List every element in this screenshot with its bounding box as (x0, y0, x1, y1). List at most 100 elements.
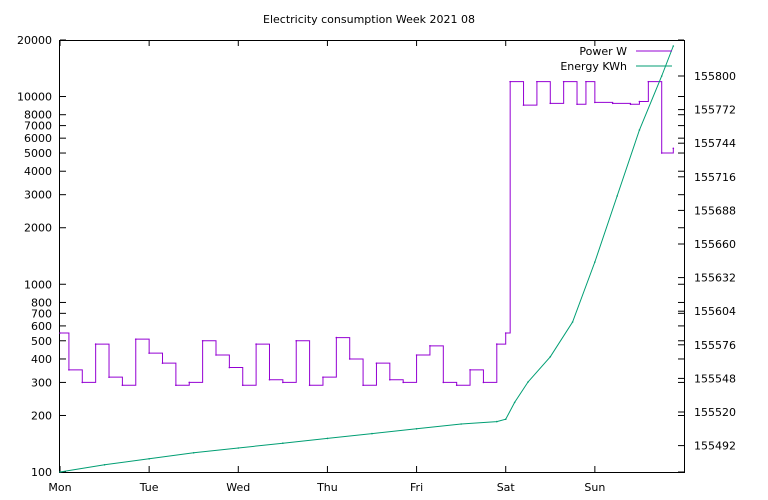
series-point-0 (255, 343, 257, 345)
legend-label: Energy KWh (560, 60, 627, 73)
series-point-1 (59, 471, 61, 473)
y1-tick-label: 300 (31, 376, 52, 389)
series-point-1 (513, 401, 516, 404)
y2-tick-label: 155548 (694, 372, 736, 385)
y1-tick-label: 3000 (24, 189, 52, 202)
series-layer (59, 45, 675, 473)
y1-tick-label: 100 (31, 466, 52, 479)
series-point-0 (215, 354, 217, 356)
series-point-0 (672, 147, 675, 150)
series-point-0 (504, 332, 507, 334)
x-tick-label: Thu (316, 481, 338, 494)
series-point-1 (103, 464, 106, 466)
series-point-0 (415, 354, 418, 356)
series-point-1 (237, 447, 240, 449)
y1-tick-label: 200 (31, 409, 52, 422)
y1-tick-label: 8000 (24, 109, 52, 122)
y1-tick-label: 500 (31, 335, 52, 348)
y2-axis: 155492 155520 155548 155576 155604 155632 1556… (678, 70, 736, 453)
y1-tick-label: 400 (31, 353, 52, 366)
series-point-0 (308, 384, 311, 386)
y2-tick-label: 155800 (694, 70, 736, 83)
series-point-0 (282, 381, 284, 384)
series-point-1 (638, 129, 641, 131)
y2-tick-label: 155576 (694, 339, 736, 352)
series-point-1 (460, 423, 462, 425)
series-point-0 (121, 384, 124, 386)
y2-tick-label: 155744 (694, 137, 736, 150)
series-point-0 (469, 369, 471, 371)
series-point-0 (482, 381, 485, 384)
series-point-0 (175, 384, 177, 386)
series-point-0 (295, 339, 298, 342)
series-point-1 (326, 437, 329, 440)
series-point-1 (148, 458, 150, 460)
series-point-0 (241, 384, 244, 386)
series-point-0 (660, 152, 663, 154)
x-tick-label: Tue (139, 481, 159, 494)
series-point-0 (611, 102, 614, 105)
series-point-0 (429, 345, 431, 347)
series-point-0 (629, 103, 632, 106)
y2-tick-label: 155520 (694, 406, 736, 419)
series-point-1 (371, 432, 373, 435)
series-point-0 (594, 101, 596, 104)
plot-frame (59, 40, 685, 473)
series-point-0 (348, 358, 351, 360)
legend: Power W Energy KWh (560, 45, 672, 73)
y1-tick-label: 1000 (24, 278, 52, 291)
series-point-0 (161, 362, 164, 364)
series-point-1 (504, 418, 507, 421)
series-point-0 (201, 339, 204, 342)
series-point-0 (585, 80, 587, 83)
x-axis: Mon Tue Wed Thu Fri Sat Sun (48, 40, 605, 494)
series-point-0 (647, 80, 650, 83)
series-point-1 (192, 452, 195, 454)
series-point-0 (134, 338, 137, 340)
x-tick-label: Mon (48, 481, 71, 494)
series-point-1 (660, 75, 663, 77)
y1-tick-label: 6000 (24, 132, 52, 145)
y1-tick-label: 700 (31, 307, 52, 320)
y2-tick-label: 155716 (694, 171, 736, 184)
series-point-0 (576, 103, 578, 106)
series-point-1 (571, 321, 574, 323)
series-point-0 (389, 378, 391, 381)
y1-tick-label: 4000 (24, 165, 52, 178)
y1-tick-label: 10000 (17, 91, 52, 104)
series-point-0 (549, 102, 552, 105)
series-point-0 (496, 343, 498, 345)
series-point-1 (616, 195, 618, 197)
series-point-0 (94, 343, 97, 345)
x-tick-label: Fri (410, 481, 423, 494)
series-point-0 (442, 381, 445, 384)
series-point-0 (562, 80, 565, 83)
series-point-0 (335, 336, 338, 339)
chart-title: Electricity consumption Week 2021 08 (263, 13, 475, 26)
series-point-0 (108, 376, 110, 378)
series-point-0 (455, 384, 458, 386)
series-point-1 (594, 261, 596, 263)
y1-tick-label: 800 (31, 296, 52, 309)
y1-tick-label: 7000 (24, 120, 52, 133)
series-point-0 (68, 369, 70, 371)
series-point-0 (188, 381, 191, 384)
legend-label: Power W (579, 45, 627, 58)
y1-tick-label: 600 (31, 320, 52, 333)
series-line-0 (60, 81, 674, 386)
series-point-0 (59, 332, 61, 334)
series-point-1 (282, 442, 284, 445)
series-line-1 (59, 45, 674, 473)
x-tick-label: Sun (584, 481, 605, 494)
y1-tick-label: 5000 (24, 147, 52, 160)
y2-tick-label: 155632 (694, 272, 736, 285)
series-point-0 (536, 80, 538, 83)
series-point-0 (509, 80, 511, 83)
y1-tick-label: 20000 (17, 34, 52, 47)
series-point-0 (522, 104, 525, 106)
series-point-0 (322, 376, 324, 378)
series-point-0 (638, 100, 641, 103)
series-point-0 (148, 352, 150, 354)
series-point-1 (549, 356, 552, 358)
